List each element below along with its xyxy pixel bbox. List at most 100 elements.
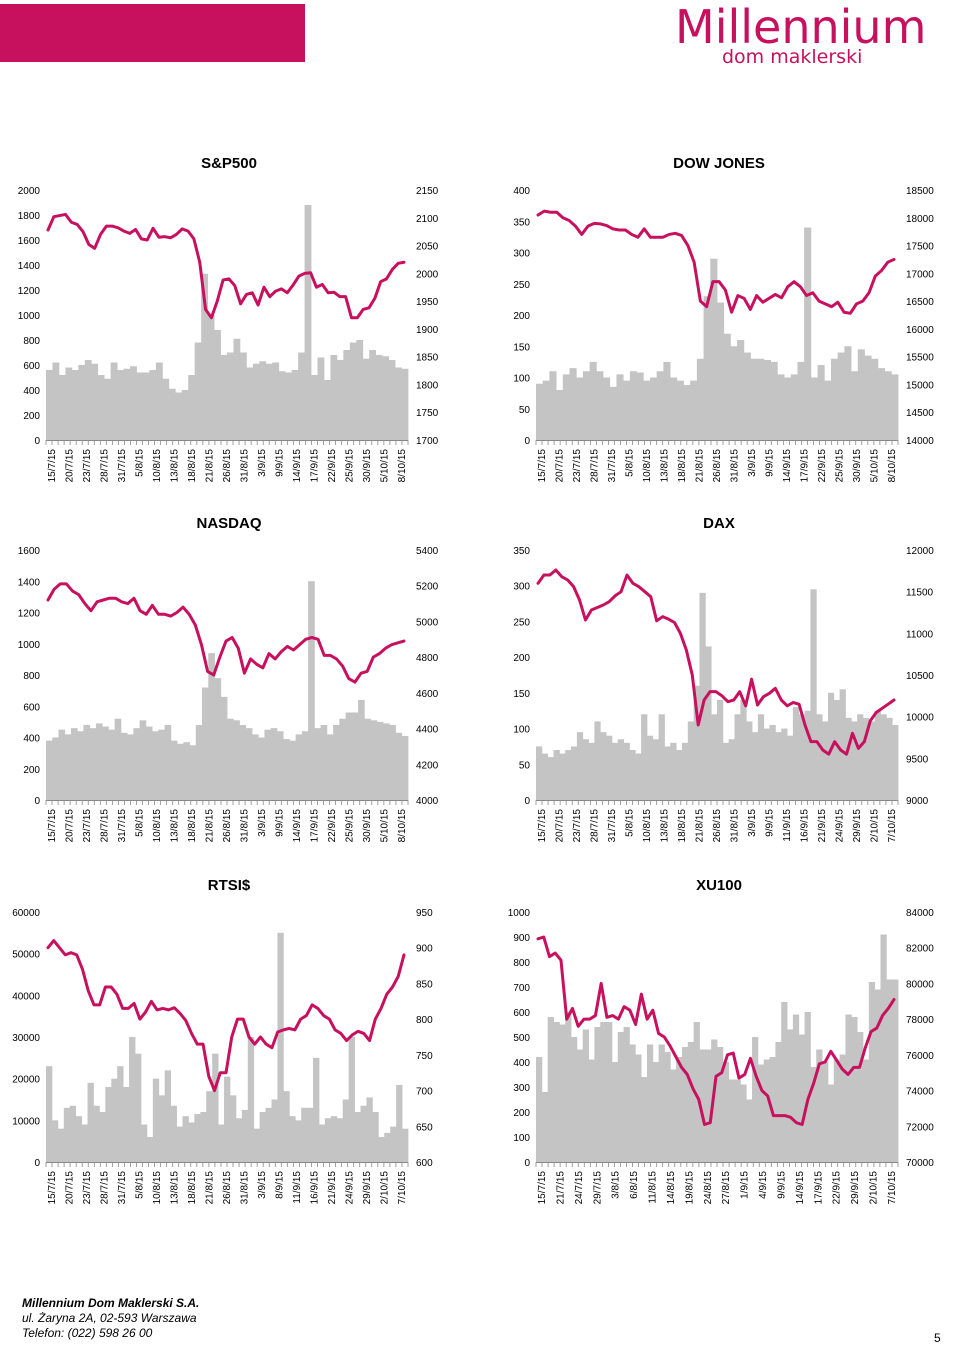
bar [81, 1124, 88, 1162]
bar [652, 739, 660, 800]
bar [333, 725, 340, 800]
bar [582, 739, 589, 800]
bar [576, 1049, 584, 1162]
x-tick-label: 19/8/15 [684, 1171, 695, 1205]
left-tick-label: 200 [23, 411, 40, 422]
bar [752, 1037, 759, 1162]
bar [285, 372, 293, 440]
bar [311, 375, 318, 440]
x-tick-label: 5/8/15 [135, 449, 146, 477]
right-tick-label: 11000 [906, 629, 934, 640]
bar [792, 707, 800, 800]
left-tick-label: 400 [513, 1058, 530, 1069]
bar [330, 1116, 338, 1162]
bar [145, 726, 153, 800]
bar [787, 1029, 794, 1162]
index-line [46, 582, 406, 684]
left-tick-label: 100 [513, 1133, 530, 1144]
x-tick-label: 3/9/15 [747, 809, 758, 837]
x-tick-label: 21/8/15 [695, 809, 706, 843]
x-tick-label: 15/7/15 [537, 1171, 548, 1205]
x-tick-label: 18/8/15 [187, 809, 198, 843]
bar [717, 1047, 724, 1162]
chart-svg: DOW JONES 0 50 100 150 200 250 300 350 400 14000 14… [513, 155, 934, 483]
right-tick-label: 18500 [906, 186, 934, 197]
bar [372, 1112, 379, 1162]
bar [208, 653, 215, 801]
left-tick-label: 50 [519, 405, 531, 416]
bar [541, 753, 549, 800]
bar [696, 358, 704, 440]
right-tick-label: 5400 [416, 546, 439, 557]
x-tick-label: 8/9/15 [275, 1171, 286, 1199]
bar [162, 378, 170, 440]
bar [582, 1029, 589, 1162]
x-tick-label: 14/9/15 [292, 809, 303, 843]
bar [565, 1012, 572, 1162]
bar [594, 721, 601, 800]
bar [313, 1057, 320, 1162]
bar [589, 361, 597, 441]
bar [643, 380, 651, 441]
bar [681, 1047, 689, 1162]
bar [699, 592, 706, 800]
bar [683, 385, 691, 440]
bar [233, 338, 241, 440]
bar [769, 725, 776, 800]
left-tick-label: 1200 [18, 286, 41, 297]
x-tick-label: 31/8/15 [730, 449, 741, 483]
x-tick-label: 18/8/15 [677, 809, 688, 843]
left-tick-label: 1000 [18, 311, 41, 322]
bar [102, 726, 109, 800]
bar [623, 1027, 630, 1162]
chart-title: S&P500 [201, 155, 257, 172]
bar-series [46, 205, 409, 440]
bar [681, 742, 689, 800]
bar [114, 718, 122, 800]
bar [687, 721, 695, 800]
bar [687, 1042, 695, 1162]
bar [746, 1099, 753, 1162]
bar [623, 742, 630, 800]
x-tick-label: 3/8/15 [611, 1171, 622, 1199]
bar [775, 1042, 782, 1162]
bar [804, 710, 811, 800]
x-tick-label: 23/7/15 [82, 809, 93, 843]
bar [730, 346, 738, 440]
right-tick-label: 82000 [906, 944, 934, 955]
bar [401, 368, 409, 440]
bar [326, 734, 334, 801]
bar [136, 372, 144, 440]
left-tick-label: 0 [524, 436, 530, 447]
bar [777, 374, 785, 441]
bar [629, 750, 636, 800]
bar [857, 1032, 864, 1162]
right-tick-label: 18000 [906, 214, 934, 225]
bar [775, 732, 782, 800]
x-tick-label: 9/9/15 [275, 809, 286, 837]
index-line [536, 568, 896, 756]
bar [110, 362, 118, 440]
bar [746, 721, 753, 800]
bar [743, 352, 751, 440]
x-tick-label: 20/7/15 [65, 449, 76, 483]
left-tick-label: 1400 [18, 261, 41, 272]
right-tick-label: 4000 [416, 796, 439, 807]
left-tick-label: 600 [23, 361, 40, 372]
x-tick-label: 2/10/15 [869, 1171, 880, 1205]
left-tick-label: 1200 [18, 609, 41, 620]
bar [83, 725, 91, 800]
logo-subtitle: dom maklerski [722, 46, 863, 68]
right-tick-label: 74000 [906, 1087, 934, 1098]
bar [596, 371, 604, 440]
x-tick-label: 3/9/15 [257, 809, 268, 837]
left-tick-label: 1600 [18, 236, 41, 247]
bar [117, 370, 124, 440]
bar [649, 377, 658, 440]
x-tick-label: 13/8/15 [170, 449, 181, 483]
bar [158, 1095, 166, 1162]
bar [877, 368, 885, 441]
bar [839, 1054, 846, 1162]
bar [588, 1059, 595, 1162]
bar [140, 1124, 148, 1162]
